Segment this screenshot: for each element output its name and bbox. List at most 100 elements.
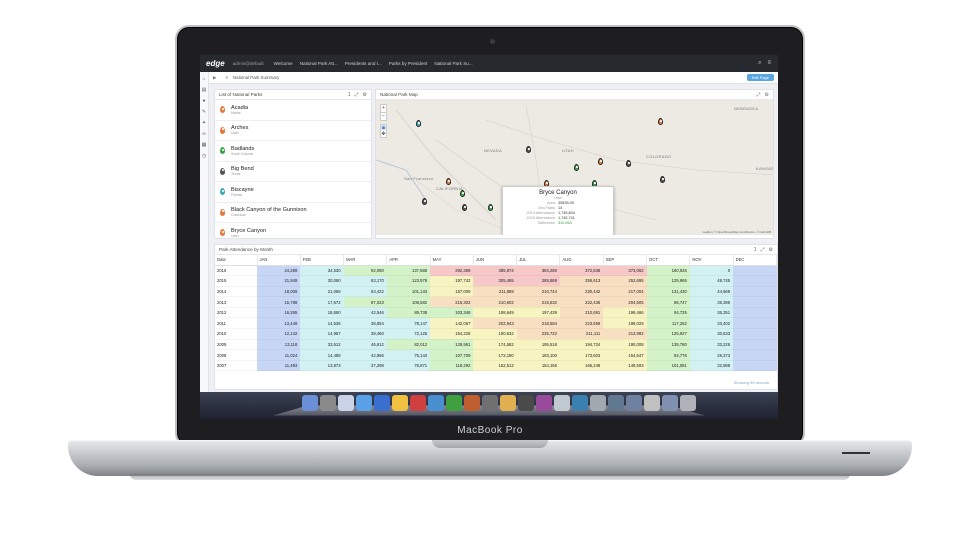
page-icon[interactable]: ≡ [225,75,228,80]
column-header[interactable]: JUN [473,255,518,266]
table-row[interactable]: 2007 11,493 13,873 37,298 76,871 118,292 152,5… [215,360,777,372]
dock-app-icon[interactable] [374,395,390,411]
table-row[interactable]: 2015 21,949 30,090 63,170 123,978 197,742 305,… [215,275,777,287]
gear-icon[interactable]: ⚙ [362,91,367,98]
map-pin[interactable] [446,178,451,185]
value-cell: 14,957 [300,328,344,340]
gear-icon[interactable]: ⚙ [768,246,773,253]
dock-app-icon[interactable] [410,395,426,411]
dock-app-icon[interactable] [482,395,498,411]
tab-national-park-su[interactable]: National Park Su... [434,61,473,66]
dock-app-icon[interactable] [644,395,660,411]
dock-app-icon[interactable] [302,395,318,411]
dock-app-icon[interactable] [356,395,372,411]
tab-welcome[interactable]: Welcome [273,61,293,66]
tab-presidents[interactable]: Presidents and t... [344,61,382,66]
map-canvas[interactable]: + − ▣ ✥ NEVADA UTAH COLORADO KANSAS NEBR… [376,100,773,235]
value-cell: 210,691 [559,307,604,319]
list-item[interactable]: Arches Utah [215,121,371,141]
list-item[interactable]: Badlands South Dakota [215,141,371,162]
zoom-out-button[interactable]: − [381,112,386,119]
page-count[interactable]: 1 [753,246,757,253]
table-row[interactable]: 2016 24,289 34,530 92,080 137,688 292,369 385,… [215,265,777,277]
dock-app-icon[interactable] [626,395,642,411]
table-row[interactable]: 2014 18,006 21,066 53,422 101,133 157,009 211,… [215,286,777,298]
column-header[interactable]: OCT [646,255,691,266]
list-item[interactable]: Black Canyon of the Gunnison Colorado [215,203,371,223]
expand-icon[interactable]: ⤢ [354,91,359,98]
history-icon[interactable]: ◷ [201,153,207,159]
table-row[interactable]: 2008 11,024 14,488 42,956 75,143 107,709 172,1… [215,349,777,361]
pages-icon[interactable]: ▤ [201,87,207,93]
dock-app-icon[interactable] [572,395,588,411]
dock-app-icon[interactable] [446,395,462,411]
column-header[interactable]: DEC [733,255,778,266]
home-icon[interactable]: ⌂ [202,76,206,82]
list-item[interactable]: Bryce Canyon Utah [215,223,371,244]
collapse-icon[interactable]: ▶ [213,74,217,80]
column-header[interactable]: NOV [689,255,734,266]
list-item[interactable]: Acadia Maine [215,100,371,121]
user-label[interactable]: admin@default [232,61,264,66]
map-pin[interactable] [526,146,531,153]
column-header[interactable]: JAN [257,255,301,266]
tab-national-park-att[interactable]: National Park Att... [299,61,338,66]
dock-app-icon[interactable] [500,395,516,411]
column-header[interactable]: FEB [300,255,345,266]
zoom-in-button[interactable]: + [382,105,385,111]
map-pin[interactable] [416,120,421,127]
link-icon[interactable]: ∞ [202,131,206,137]
map-pin[interactable] [460,190,465,197]
edit-page-button[interactable]: Edit Page [746,74,774,81]
widgets-icon[interactable]: ✎ [201,109,207,115]
dock-app-icon[interactable] [428,395,444,411]
map-pin[interactable] [422,198,427,205]
list-item[interactable]: Big Bend Texas [215,162,371,182]
table-row[interactable]: 2011 13,448 14,536 38,854 78,147 142,067 202,9… [215,317,777,330]
dock-app-icon[interactable] [590,395,606,411]
tools-icon[interactable]: ✦ [201,120,207,126]
column-header[interactable]: SEP [603,255,648,266]
calendar-icon[interactable]: ▦ [201,142,207,148]
column-header[interactable]: Date [215,255,258,266]
column-header[interactable]: MAR [343,255,388,266]
dock-app-icon[interactable] [662,395,678,411]
map-pin[interactable] [626,160,631,167]
dock-app-icon[interactable] [680,395,696,411]
value-cell: 30,633 [689,328,734,340]
dock-app-icon[interactable] [320,395,336,411]
dock-app-icon[interactable] [608,395,624,411]
expand-icon[interactable]: ⤢ [756,91,761,98]
column-header[interactable]: JUL [516,255,561,266]
table-row[interactable]: 2013 15,788 17,572 87,023 108,582 216,302 210,… [215,296,777,308]
layers-icon[interactable]: ▣ [381,125,386,131]
user-icon[interactable]: ● [202,98,206,104]
table-row[interactable]: 2010 12,142 14,957 38,460 72,125 154,228 190,6… [215,328,777,340]
dock-app-icon[interactable] [554,395,570,411]
menu-icon[interactable]: ≡ [767,60,771,66]
map-pin[interactable] [574,164,579,171]
table-row[interactable]: 2009 13,118 33,512 46,912 82,012 129,961 174,5… [215,339,777,351]
expand-icon[interactable]: ⤢ [760,246,765,253]
map-attribution[interactable]: Leaflet | © OpenStreetMap contributors, … [702,230,771,234]
dock-app-icon[interactable] [338,395,354,411]
map-pin[interactable] [462,204,467,211]
page-count[interactable]: 1 [347,91,351,98]
tab-parks-by-president[interactable]: Parks by President [388,61,428,66]
map-pin[interactable] [660,176,665,183]
table-row[interactable]: 2012 16,265 18,690 42,546 89,738 103,348 198,6… [215,307,777,319]
list-item[interactable]: Biscayne Florida [215,182,371,203]
column-header[interactable]: MAY [430,255,474,266]
search-icon[interactable]: ⌕ [758,60,762,66]
column-header[interactable]: APR [386,255,431,266]
map-pin[interactable] [598,158,603,165]
map-pin[interactable] [488,204,493,211]
dock-app-icon[interactable] [518,395,534,411]
dock-app-icon[interactable] [464,395,480,411]
column-header[interactable]: AUG [559,255,604,266]
dock-app-icon[interactable] [536,395,552,411]
dock-app-icon[interactable] [392,395,408,411]
gear-icon[interactable]: ⚙ [764,91,769,98]
map-pin[interactable] [658,118,663,125]
fullscreen-icon[interactable]: ✥ [381,131,386,137]
